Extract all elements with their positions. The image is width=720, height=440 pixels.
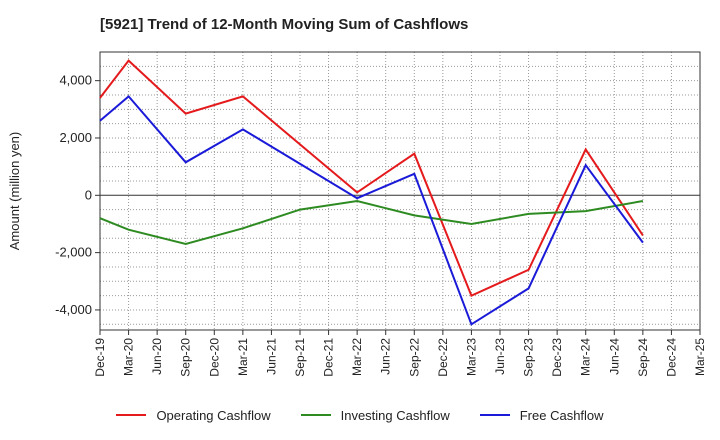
legend-item-operating: Operating Cashflow xyxy=(116,407,271,423)
x-tick-label: Jun-23 xyxy=(493,338,507,375)
x-tick-label: Jun-24 xyxy=(607,338,621,375)
chart-title: [5921] Trend of 12-Month Moving Sum of C… xyxy=(100,16,469,33)
legend-swatch-free xyxy=(479,414,510,416)
legend-item-investing: Investing Cashflow xyxy=(300,407,450,423)
y-tick-label: 4,000 xyxy=(59,73,92,88)
y-tick-label: 2,000 xyxy=(59,130,92,145)
x-tick-label: Sep-21 xyxy=(293,338,307,377)
y-axis-title: Amount (million yen) xyxy=(7,132,22,251)
legend-label-free: Free Cashflow xyxy=(519,407,604,423)
x-tick-label: Mar-25 xyxy=(693,338,707,376)
series-line-operating-cashflow xyxy=(99,59,644,297)
x-tick-label: Sep-22 xyxy=(407,338,421,377)
x-tick-label: Dec-24 xyxy=(664,338,678,377)
x-tick-label: Sep-24 xyxy=(636,338,650,377)
x-tick-label: Dec-22 xyxy=(436,338,450,377)
x-tick-label: Jun-22 xyxy=(379,338,393,375)
series-line-free-cashflow xyxy=(99,94,644,326)
x-tick-label: Mar-22 xyxy=(350,338,364,376)
plot-area xyxy=(100,52,700,330)
line-chart: -4,000 -2,000 0 2,000 4,000 Dec-19 Mar-20 Jun-2… xyxy=(7,51,707,377)
x-tick-label: Mar-20 xyxy=(122,338,136,376)
x-tick-label: Mar-23 xyxy=(464,338,478,376)
plot-frame xyxy=(99,51,701,331)
x-tick-label: Dec-19 xyxy=(93,338,107,377)
legend-label-operating: Operating Cashflow xyxy=(156,407,271,423)
x-tick-label: Mar-21 xyxy=(236,338,250,376)
y-tick-label: -2,000 xyxy=(55,245,92,260)
legend-label-investing: Investing Cashflow xyxy=(340,407,450,423)
series-line-investing-cashflow xyxy=(99,199,644,246)
x-tick-label: Jun-20 xyxy=(150,338,164,375)
x-tick-label: Sep-20 xyxy=(179,338,193,377)
x-tick-label: Dec-21 xyxy=(322,338,336,377)
x-tick-label: Dec-23 xyxy=(550,338,564,377)
y-tick-label: 0 xyxy=(85,187,92,202)
legend-item-free: Free Cashflow xyxy=(479,407,604,423)
y-tick-label: -4,000 xyxy=(55,302,92,317)
x-tick-label: Dec-20 xyxy=(207,338,221,377)
legend-swatch-investing xyxy=(300,414,331,416)
x-tick-label: Sep-23 xyxy=(522,338,536,377)
x-tick-label: Jun-21 xyxy=(264,338,278,375)
legend-swatch-operating xyxy=(116,414,147,416)
chart-legend: Operating Cashflow Investing Cashflow Fr… xyxy=(0,404,720,426)
x-tick-label: Mar-24 xyxy=(579,338,593,376)
